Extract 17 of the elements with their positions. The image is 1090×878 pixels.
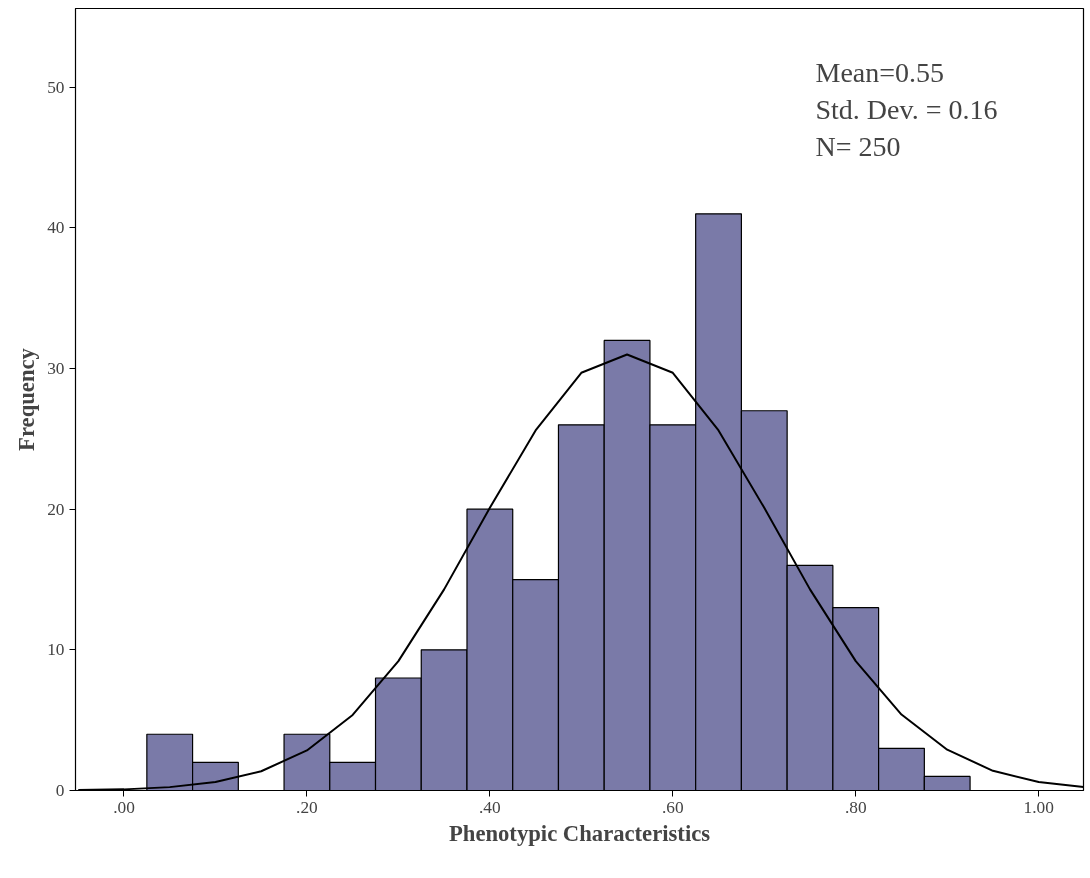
y-axis-title: Frequency — [14, 347, 40, 451]
x-tick-label: .20 — [296, 797, 318, 817]
y-tick-label: 30 — [47, 359, 65, 379]
annotation: Std. Dev. = 0.16 — [815, 94, 998, 125]
annotation: Mean=0.55 — [815, 57, 945, 88]
x-tick-label: 1.00 — [1023, 797, 1054, 817]
x-tick-label: .40 — [479, 797, 501, 817]
x-tick-label: .80 — [844, 797, 867, 817]
annotation: N= 250 — [815, 131, 901, 162]
y-tick-label: 20 — [47, 499, 65, 519]
y-tick-label: 40 — [47, 218, 65, 238]
y-tick-label: 10 — [47, 640, 65, 660]
x-tick-label: .60 — [661, 797, 684, 817]
x-tick-label: .00 — [113, 797, 135, 817]
y-tick-label: 0 — [55, 781, 65, 800]
y-tick-label: 50 — [47, 77, 65, 97]
x-axis-title: Phenotypic Characteristics — [448, 820, 711, 846]
